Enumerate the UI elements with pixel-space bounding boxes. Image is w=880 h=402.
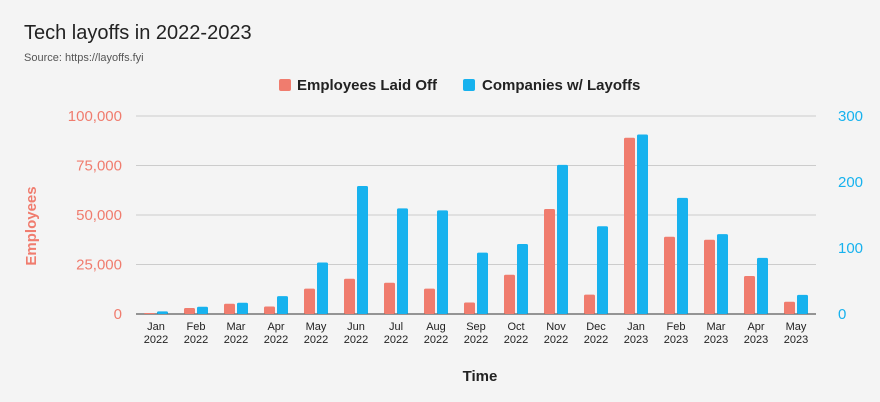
- x-tick-month: Jul: [389, 321, 403, 333]
- bar-employees: [144, 313, 155, 314]
- x-tick-month: Jun: [347, 321, 365, 333]
- bar-companies: [437, 210, 448, 314]
- x-tick-year: 2022: [264, 334, 288, 346]
- bar-employees: [544, 209, 555, 314]
- x-tick-year: 2023: [784, 334, 808, 346]
- y-left-tick-label: 75,000: [76, 158, 122, 175]
- bar-companies: [197, 306, 208, 314]
- x-tick-month: Nov: [546, 321, 566, 333]
- bar-employees: [744, 275, 755, 314]
- x-tick-month: Sep: [466, 321, 486, 333]
- y-axis-title: Employees: [23, 186, 40, 265]
- bar-employees: [384, 282, 395, 314]
- legend-label-employees: Employees Laid Off: [297, 77, 438, 94]
- x-tick-year: 2022: [584, 334, 608, 346]
- bar-employees: [224, 303, 235, 314]
- bar-companies: [157, 311, 168, 314]
- x-tick-year: 2022: [344, 334, 368, 346]
- bar-employees: [464, 302, 475, 314]
- bar-companies: [317, 262, 328, 314]
- y-right-tick-label: 0: [838, 306, 846, 323]
- bar-employees: [264, 306, 275, 314]
- y-left-tick-label: 25,000: [76, 257, 122, 274]
- x-tick-year: 2022: [144, 334, 168, 346]
- bars: [144, 134, 808, 314]
- x-tick-year: 2022: [384, 334, 408, 346]
- bar-companies: [557, 164, 568, 314]
- bar-employees: [184, 308, 195, 314]
- bar-companies: [237, 302, 248, 314]
- bar-employees: [344, 278, 355, 314]
- bar-employees: [704, 239, 715, 314]
- legend[interactable]: Employees Laid Off Companies w/ Layoffs: [279, 77, 640, 94]
- gridlines: [136, 115, 816, 315]
- bar-companies: [477, 252, 488, 314]
- x-tick-month: May: [306, 321, 327, 333]
- x-tick-year: 2022: [464, 334, 488, 346]
- x-tick-year: 2022: [184, 334, 208, 346]
- x-tick-month: Jan: [147, 321, 165, 333]
- x-tick-month: Jan: [627, 321, 645, 333]
- x-tick-year: 2023: [664, 334, 688, 346]
- x-tick-month: Apr: [267, 321, 284, 333]
- bar-employees: [584, 294, 595, 314]
- x-tick-year: 2023: [624, 334, 648, 346]
- y-right-tick-label: 100: [838, 240, 863, 257]
- bar-companies: [357, 185, 368, 314]
- x-tick-month: Apr: [747, 321, 764, 333]
- chart-subtitle: Source: https://layoffs.fyi: [24, 52, 144, 64]
- legend-label-companies: Companies w/ Layoffs: [482, 77, 640, 94]
- bar-companies: [397, 208, 408, 314]
- bar-employees: [624, 137, 635, 314]
- axis-ticks: 025,00050,00075,000100,0000100200300Jan2…: [68, 108, 863, 346]
- y-right-tick-label: 300: [838, 108, 863, 125]
- bar-companies: [517, 244, 528, 314]
- y-right-tick-label: 200: [838, 174, 863, 191]
- x-tick-year: 2022: [424, 334, 448, 346]
- bar-companies: [717, 234, 728, 314]
- x-tick-month: Aug: [426, 321, 446, 333]
- bar-companies: [677, 197, 688, 314]
- y-left-tick-label: 50,000: [76, 207, 122, 224]
- bar-employees: [424, 288, 435, 314]
- x-tick-year: 2022: [544, 334, 568, 346]
- bar-employees: [784, 301, 795, 314]
- x-tick-month: May: [786, 321, 807, 333]
- legend-swatch-employees: [279, 79, 291, 91]
- chart-title: Tech layoffs in 2022-2023: [24, 22, 252, 44]
- bar-employees: [504, 274, 515, 314]
- bar-companies: [757, 257, 768, 314]
- x-tick-month: Mar: [707, 321, 726, 333]
- x-tick-month: Oct: [507, 321, 524, 333]
- bar-companies: [637, 134, 648, 314]
- x-tick-month: Feb: [187, 321, 206, 333]
- x-tick-year: 2022: [224, 334, 248, 346]
- y-left-tick-label: 100,000: [68, 108, 122, 125]
- bar-employees: [664, 236, 675, 314]
- x-tick-month: Feb: [667, 321, 686, 333]
- x-tick-year: 2023: [704, 334, 728, 346]
- x-tick-year: 2023: [744, 334, 768, 346]
- x-axis-title: Time: [463, 368, 498, 385]
- legend-swatch-companies: [463, 79, 475, 91]
- x-tick-month: Mar: [227, 321, 246, 333]
- y-left-tick-label: 0: [114, 306, 122, 323]
- bar-companies: [797, 294, 808, 314]
- x-tick-year: 2022: [504, 334, 528, 346]
- x-tick-year: 2022: [304, 334, 328, 346]
- bar-employees: [304, 288, 315, 314]
- bar-companies: [277, 296, 288, 314]
- bar-companies: [597, 226, 608, 314]
- x-tick-month: Dec: [586, 321, 606, 333]
